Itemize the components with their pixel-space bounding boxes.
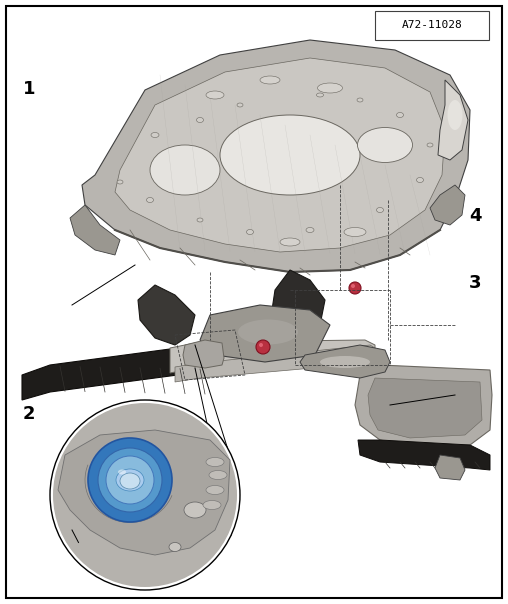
Circle shape [53, 403, 237, 587]
Ellipse shape [150, 145, 220, 195]
Ellipse shape [151, 132, 159, 138]
Polygon shape [430, 185, 465, 225]
Polygon shape [70, 205, 120, 255]
Ellipse shape [118, 469, 126, 475]
Ellipse shape [220, 115, 360, 195]
Text: 3: 3 [469, 274, 481, 292]
Bar [375, 11, 489, 40]
Ellipse shape [318, 83, 342, 93]
Ellipse shape [184, 502, 206, 518]
Polygon shape [170, 340, 375, 373]
Ellipse shape [320, 356, 370, 368]
Circle shape [106, 456, 154, 504]
Polygon shape [272, 270, 325, 335]
Polygon shape [355, 365, 492, 448]
Ellipse shape [203, 501, 221, 510]
Ellipse shape [417, 178, 424, 182]
Polygon shape [138, 285, 195, 345]
Circle shape [351, 284, 355, 288]
Polygon shape [115, 58, 445, 252]
Ellipse shape [237, 103, 243, 107]
Polygon shape [183, 340, 224, 368]
Ellipse shape [344, 228, 366, 237]
Ellipse shape [146, 198, 153, 202]
Ellipse shape [120, 473, 140, 489]
Polygon shape [200, 305, 330, 362]
Polygon shape [358, 440, 490, 470]
Ellipse shape [376, 208, 384, 213]
Polygon shape [175, 345, 375, 382]
Text: 2: 2 [23, 405, 35, 423]
Polygon shape [82, 40, 470, 272]
Ellipse shape [246, 230, 253, 234]
Circle shape [256, 340, 270, 354]
Circle shape [50, 400, 240, 590]
Polygon shape [368, 378, 482, 438]
Circle shape [349, 282, 361, 294]
Text: 4: 4 [469, 207, 481, 225]
Ellipse shape [358, 127, 412, 162]
Ellipse shape [448, 100, 462, 130]
Ellipse shape [206, 91, 224, 99]
Ellipse shape [209, 471, 227, 480]
Ellipse shape [206, 486, 224, 495]
Ellipse shape [306, 228, 314, 233]
Ellipse shape [316, 93, 324, 97]
Ellipse shape [427, 143, 433, 147]
Circle shape [98, 448, 162, 512]
Ellipse shape [169, 542, 181, 551]
Ellipse shape [397, 112, 403, 118]
Text: A72-11028: A72-11028 [402, 21, 462, 30]
Polygon shape [300, 345, 390, 378]
Ellipse shape [116, 469, 144, 491]
Polygon shape [58, 430, 230, 555]
Polygon shape [22, 345, 225, 400]
Ellipse shape [206, 457, 224, 466]
Ellipse shape [357, 98, 363, 102]
Circle shape [259, 343, 263, 347]
Circle shape [88, 438, 172, 522]
Text: 1: 1 [23, 80, 35, 98]
Polygon shape [435, 455, 465, 480]
Ellipse shape [238, 320, 298, 344]
Polygon shape [438, 80, 468, 160]
Ellipse shape [117, 180, 123, 184]
Ellipse shape [260, 76, 280, 84]
Ellipse shape [197, 218, 203, 222]
Ellipse shape [280, 238, 300, 246]
Ellipse shape [197, 118, 204, 123]
